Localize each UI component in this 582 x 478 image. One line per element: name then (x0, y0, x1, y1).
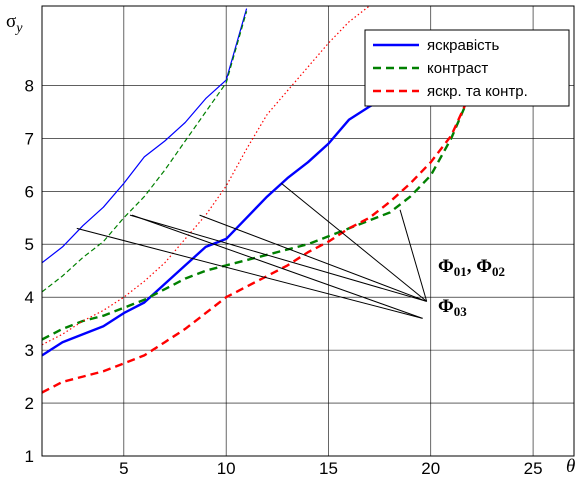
grid (42, 6, 574, 456)
annotation-label: Φ01, Φ02 (438, 256, 505, 279)
annotation-pointer-line (76, 227, 423, 319)
legend-label: контраст (427, 60, 488, 77)
legend: яскравість контраст яскр. та контр. (364, 29, 570, 107)
series-line (42, 32, 494, 394)
annotation-subscript: 02 (492, 264, 505, 279)
y-tick-label: 4 (25, 288, 34, 307)
annotation-pointer-line (131, 214, 423, 319)
y-axis-label: σy (6, 11, 23, 36)
y-tick-label: 8 (25, 76, 34, 95)
x-tick-label: 20 (421, 459, 440, 478)
legend-label: яскравість (427, 37, 500, 54)
annotation-separator: , (467, 256, 477, 277)
series-group (42, 6, 494, 394)
tick-labels: 5 10 15 20 25 2 3 4 5 6 7 8 1 (25, 76, 543, 478)
series-line (42, 90, 473, 341)
y-axis-subscript: y (14, 21, 23, 36)
y-axis-symbol: σ (6, 11, 16, 32)
x-tick-label: 5 (119, 459, 128, 478)
annotation-pointer-line (281, 182, 427, 302)
x-tick-label: 10 (217, 459, 236, 478)
series-line (42, 6, 370, 346)
annotation-subscript: 01 (454, 264, 467, 279)
x-tick-label: 25 (524, 459, 543, 478)
y-tick-label: 5 (25, 235, 34, 254)
annotation-symbol: Φ (438, 296, 454, 317)
y-tick-label: 1 (25, 447, 34, 466)
annotation-symbol: Φ (476, 256, 492, 277)
series-line (42, 94, 391, 357)
annotation-pointer-line (399, 209, 428, 302)
annotation-symbol: Φ (438, 256, 454, 277)
y-tick-label: 6 (25, 182, 34, 201)
y-tick-label: 7 (25, 129, 34, 148)
series-line (42, 11, 248, 293)
annotation-subscript: 03 (454, 304, 468, 319)
y-tick-label: 2 (25, 394, 34, 413)
annotation-pointer-line (199, 214, 427, 302)
x-axis-label: θ (566, 456, 575, 477)
plot-frame (41, 5, 575, 457)
annotation-lines (76, 182, 428, 319)
annotation-pointer-line (129, 214, 427, 302)
series-line (42, 8, 248, 264)
y-tick-label: 3 (25, 341, 34, 360)
annotation-label: Φ03 (438, 296, 467, 319)
legend-label: яскр. та контр. (427, 83, 528, 100)
x-tick-label: 15 (319, 459, 338, 478)
